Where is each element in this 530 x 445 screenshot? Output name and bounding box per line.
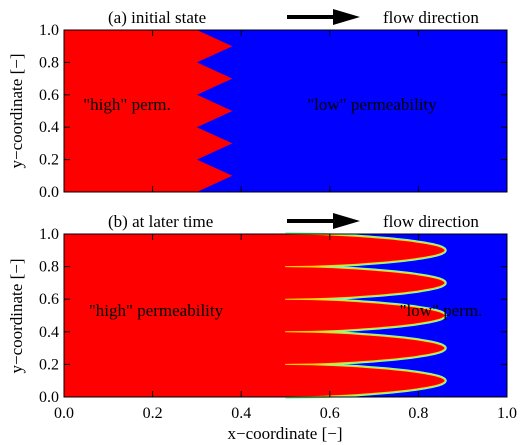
y-tick-label: 0.2 <box>39 356 59 373</box>
panel-a-title: (a) initial state <box>108 8 206 27</box>
panel-b-title: (b) at later time <box>108 212 213 231</box>
y-tick-label: 0.0 <box>39 389 59 406</box>
panel-b-high-region <box>64 234 445 397</box>
panel-b-label-high: "high" permeability <box>89 301 224 320</box>
y-tick-label: 0.0 <box>39 184 59 201</box>
x-tick-label: 0.4 <box>231 405 251 422</box>
panel-a-frame <box>63 29 508 193</box>
y-tick-label: 1.0 <box>39 226 59 243</box>
panel-b-front-edge <box>285 233 446 398</box>
y-tick-label: 0.4 <box>39 324 59 341</box>
x-tick-label: 0.2 <box>143 405 163 422</box>
panel-b-xlabel: x−coordinate [−] <box>228 424 343 443</box>
x-tick-label: 0.8 <box>408 405 428 422</box>
y-tick-label: 0.6 <box>39 291 59 308</box>
panel-b-y-axis: 0.0 0.2 0.4 0.6 0.8 1.0 <box>39 226 507 406</box>
panel-a-ylabel: y−coordinate [−] <box>7 54 26 169</box>
panel-b: (b) at later time flow direction "high" … <box>7 212 517 443</box>
panel-a-high-region <box>64 30 233 192</box>
x-tick-label: 0.6 <box>320 405 340 422</box>
y-tick-label: 0.2 <box>39 152 59 169</box>
panel-b-label-low: "low" perm. <box>400 301 483 320</box>
panel-a-flow-arrow <box>287 9 360 25</box>
y-tick-label: 0.4 <box>39 119 59 136</box>
panel-a-label-high: "high" perm. <box>83 95 171 114</box>
panel-a: (a) initial state flow direction "high" … <box>7 8 508 201</box>
y-tick-label: 1.0 <box>39 22 59 39</box>
panel-b-flow-arrow <box>287 213 360 229</box>
y-tick-label: 0.8 <box>39 54 59 71</box>
panel-b-ylabel: y−coordinate [−] <box>7 259 26 374</box>
panel-a-arrow-head <box>333 9 360 25</box>
y-tick-label: 0.8 <box>39 259 59 276</box>
panel-b-x-axis: 0.0 0.2 0.4 0.6 0.8 1.0 <box>54 234 517 422</box>
panel-a-label-low: "low" permeability <box>307 95 437 114</box>
panel-a-y-axis: 0.0 0.2 0.4 0.6 0.8 1.0 <box>39 22 508 201</box>
panel-b-flow-label: flow direction <box>383 212 479 231</box>
panel-b-frame <box>63 233 508 398</box>
y-tick-label: 0.6 <box>39 87 59 104</box>
x-tick-label: 1.0 <box>497 405 517 422</box>
x-tick-label: 0.0 <box>54 405 74 422</box>
panel-a-flow-label: flow direction <box>383 8 479 27</box>
panel-b-arrow-head <box>333 213 360 229</box>
